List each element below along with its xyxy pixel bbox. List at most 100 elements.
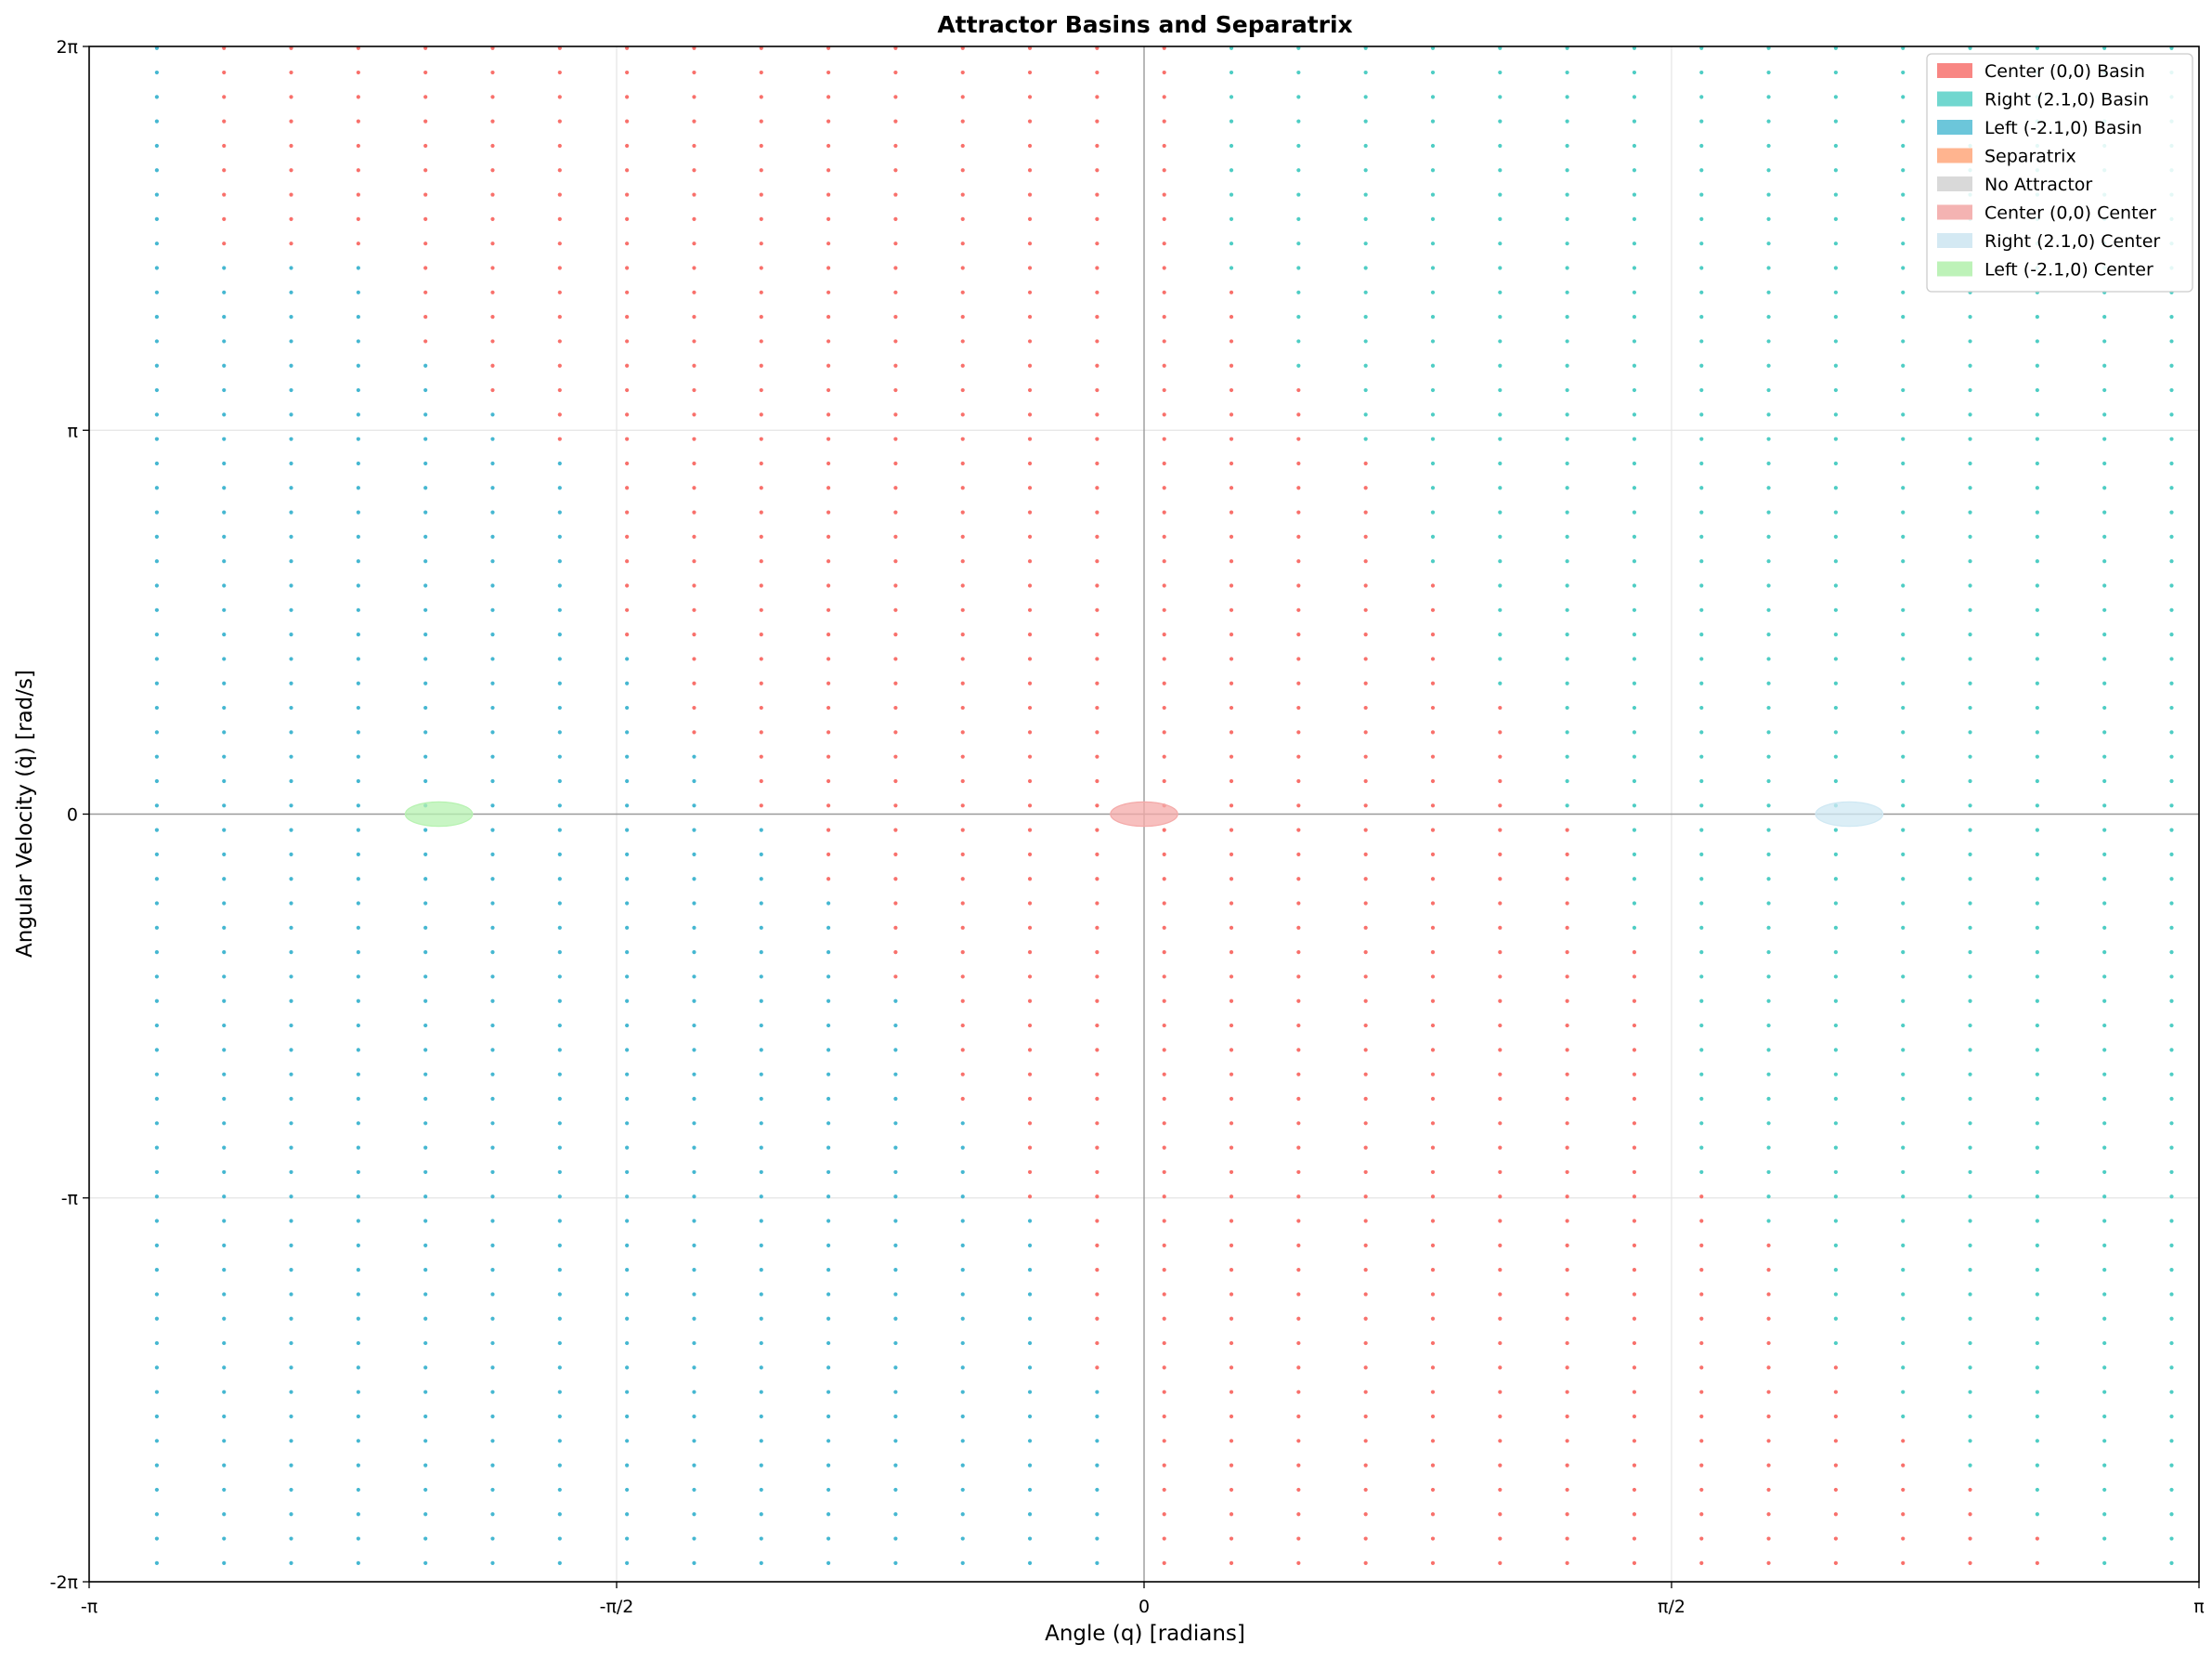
basin-point-left [154, 877, 159, 881]
basin-point-right [2102, 1072, 2107, 1076]
basin-point-left [423, 633, 428, 637]
basin-point-right [1968, 1194, 1972, 1199]
basin-point-right [1901, 1169, 1906, 1175]
basin-point-center [1632, 1048, 1637, 1052]
basin-point-right [1833, 950, 1838, 955]
basin-point-center [1699, 1292, 1704, 1297]
basin-point-left [826, 1340, 831, 1346]
basin-point-center [1565, 1512, 1569, 1517]
basin-point-center [1430, 852, 1436, 857]
basin-point-right [1565, 241, 1569, 246]
basin-point-left [154, 1048, 159, 1052]
basin-point-right [1296, 95, 1301, 99]
basin-point-center [826, 241, 831, 246]
basin-point-center [893, 95, 898, 99]
basin-point-center [222, 216, 227, 221]
basin-point-center [625, 461, 630, 466]
basin-point-left [557, 1048, 562, 1052]
basin-point-center [1565, 1316, 1569, 1321]
basin-point-right [2169, 730, 2174, 735]
basin-point-left [490, 1023, 495, 1028]
basin-point-center [1027, 950, 1033, 955]
basin-point-left [289, 437, 293, 441]
basin-point-center [1632, 1292, 1637, 1297]
basin-point-right [1833, 510, 1838, 515]
basin-point-left [557, 950, 562, 955]
basin-point-left [826, 1243, 831, 1247]
basin-point-right [1968, 657, 1972, 661]
basin-point-center [1296, 681, 1301, 685]
basin-point-center [1498, 1463, 1503, 1468]
basin-point-left [423, 778, 428, 784]
basin-point-center [1095, 1145, 1099, 1150]
basin-point-right [2169, 1023, 2174, 1028]
basin-point-left [759, 1243, 763, 1247]
basin-point-right [2035, 510, 2039, 515]
basin-point-center [1027, 70, 1033, 75]
basin-point-right [1363, 70, 1368, 75]
basin-point-center [1027, 1096, 1033, 1102]
basin-point-center [1766, 1243, 1771, 1247]
basin-point-center [1095, 583, 1099, 588]
basin-point-center [1095, 633, 1099, 637]
basin-point-right [1632, 461, 1637, 466]
basin-point-center [893, 534, 898, 540]
basin-point-center [1430, 633, 1436, 637]
basin-point-left [490, 974, 495, 979]
basin-point-left [759, 901, 763, 906]
basin-point-left [356, 486, 360, 490]
basin-point-center [1632, 1072, 1637, 1076]
basin-point-center [1363, 1560, 1368, 1565]
basin-point-left [625, 1340, 630, 1346]
basin-point-center [1498, 998, 1503, 1003]
basin-point-center [893, 461, 898, 466]
basin-point-left [692, 1169, 696, 1175]
basin-point-right [1968, 1268, 1972, 1272]
basin-point-right [1699, 363, 1704, 368]
basin-point-left [490, 1463, 495, 1468]
basin-point-left [154, 486, 159, 490]
basin-point-left [557, 1096, 562, 1102]
basin-point-center [1229, 730, 1234, 735]
basin-point-left [490, 510, 495, 515]
basin-point-center [1296, 1145, 1301, 1150]
basin-point-left [1027, 1536, 1033, 1541]
basin-point-right [1901, 1121, 1906, 1126]
scatter-points [154, 46, 2174, 1565]
basin-point-right [2035, 339, 2039, 344]
basin-point-center [1296, 1048, 1301, 1052]
basin-point-center [1498, 754, 1503, 759]
basin-point-center [1363, 1487, 1368, 1493]
basin-point-center [1632, 1219, 1637, 1223]
basin-point-right [1901, 974, 1906, 979]
basin-point-center [1632, 1340, 1637, 1346]
basin-point-left [625, 1536, 630, 1541]
basin-point-center [1699, 1536, 1704, 1541]
basin-point-center [1027, 1194, 1033, 1199]
basin-point-left [289, 486, 293, 490]
basin-point-center [1162, 266, 1166, 270]
basin-point-right [1901, 339, 1906, 344]
basin-point-left [625, 998, 630, 1003]
basin-point-left [557, 1487, 562, 1493]
basin-point-center [1833, 1487, 1838, 1493]
basin-point-center [826, 657, 831, 661]
basin-point-left [759, 974, 763, 979]
basin-point-center [1162, 119, 1166, 124]
basin-point-right [1833, 1072, 1838, 1076]
basin-point-right [1766, 730, 1771, 735]
basin-point-center [490, 143, 495, 149]
basin-point-right [1766, 412, 1771, 417]
basin-point-left [289, 1512, 293, 1517]
basin-point-right [1968, 1316, 1972, 1321]
basin-point-center [222, 143, 227, 149]
basin-point-right [2169, 315, 2174, 320]
basin-point-right [1363, 290, 1368, 294]
basin-point-left [490, 633, 495, 637]
basin-point-center [1498, 730, 1503, 735]
basin-point-center [490, 290, 495, 294]
basin-point-center [1095, 901, 1099, 906]
basin-point-left [625, 1145, 630, 1150]
basin-point-left [356, 1536, 360, 1541]
basin-point-right [2169, 974, 2174, 979]
